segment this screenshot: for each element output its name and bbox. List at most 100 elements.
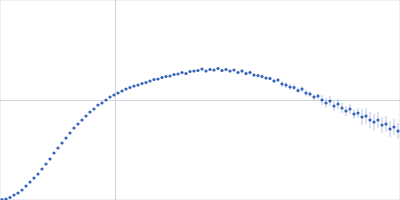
point xyxy=(96,103,99,106)
point xyxy=(384,122,387,125)
point xyxy=(68,131,71,134)
point xyxy=(116,91,119,94)
point xyxy=(260,75,263,78)
point xyxy=(220,69,223,72)
point xyxy=(4,197,7,200)
point xyxy=(236,71,239,74)
point xyxy=(108,95,111,98)
point xyxy=(188,70,191,73)
point xyxy=(192,69,195,72)
point xyxy=(148,79,151,82)
point xyxy=(396,129,399,132)
point xyxy=(232,68,235,71)
point xyxy=(372,120,375,123)
point xyxy=(52,151,55,154)
point xyxy=(12,193,15,196)
point xyxy=(152,78,155,81)
point xyxy=(40,167,43,170)
point xyxy=(16,191,19,194)
point xyxy=(120,89,123,92)
point xyxy=(208,68,211,71)
point xyxy=(80,118,83,121)
point xyxy=(36,172,39,175)
point xyxy=(104,98,107,101)
point xyxy=(184,72,187,75)
point xyxy=(300,87,303,90)
point xyxy=(360,115,363,118)
point xyxy=(392,125,395,128)
point xyxy=(204,69,207,72)
point xyxy=(112,93,115,96)
grid-line-y xyxy=(0,100,400,101)
point xyxy=(20,188,23,191)
point xyxy=(72,126,75,129)
point xyxy=(328,99,331,102)
point xyxy=(296,89,299,92)
point xyxy=(344,109,347,112)
point xyxy=(0,198,3,200)
point xyxy=(76,122,79,125)
point xyxy=(380,123,383,126)
point xyxy=(124,87,127,90)
point xyxy=(56,146,59,149)
point xyxy=(340,106,343,109)
plot-frame xyxy=(1,1,400,200)
point xyxy=(308,92,311,95)
point xyxy=(388,127,391,130)
point xyxy=(200,67,203,70)
point xyxy=(44,162,47,165)
point xyxy=(312,95,315,98)
point xyxy=(24,184,27,187)
point xyxy=(248,71,251,74)
point xyxy=(60,141,63,144)
point xyxy=(356,111,359,114)
point xyxy=(304,91,307,94)
point xyxy=(84,114,87,117)
point xyxy=(320,98,323,101)
point xyxy=(100,101,103,104)
point xyxy=(144,81,147,84)
point xyxy=(332,104,335,107)
point xyxy=(348,107,351,110)
point xyxy=(28,180,31,183)
point xyxy=(352,112,355,115)
point xyxy=(228,69,231,72)
point xyxy=(160,76,163,79)
point xyxy=(272,79,275,82)
point xyxy=(256,74,259,77)
point xyxy=(136,83,139,86)
data-group xyxy=(0,67,399,200)
point xyxy=(292,86,295,89)
point xyxy=(336,102,339,105)
point xyxy=(212,68,215,71)
point xyxy=(316,94,319,97)
point xyxy=(264,76,267,79)
point xyxy=(288,85,291,88)
point xyxy=(324,101,327,104)
point xyxy=(172,73,175,76)
point xyxy=(216,67,219,70)
point xyxy=(180,71,183,74)
point xyxy=(276,78,279,81)
point xyxy=(376,118,379,121)
point xyxy=(224,68,227,71)
point xyxy=(132,84,135,87)
point xyxy=(364,114,367,117)
point xyxy=(284,83,287,86)
point xyxy=(368,118,371,121)
point xyxy=(48,157,51,160)
point xyxy=(92,107,95,110)
point xyxy=(268,77,271,80)
point xyxy=(156,77,159,80)
point xyxy=(64,136,67,139)
point xyxy=(244,72,247,75)
point xyxy=(168,74,171,77)
point xyxy=(240,69,243,72)
point xyxy=(32,176,35,179)
chart xyxy=(0,0,400,200)
point xyxy=(8,196,11,199)
point xyxy=(128,86,131,89)
point xyxy=(196,69,199,72)
point xyxy=(140,82,143,85)
point xyxy=(280,82,283,85)
